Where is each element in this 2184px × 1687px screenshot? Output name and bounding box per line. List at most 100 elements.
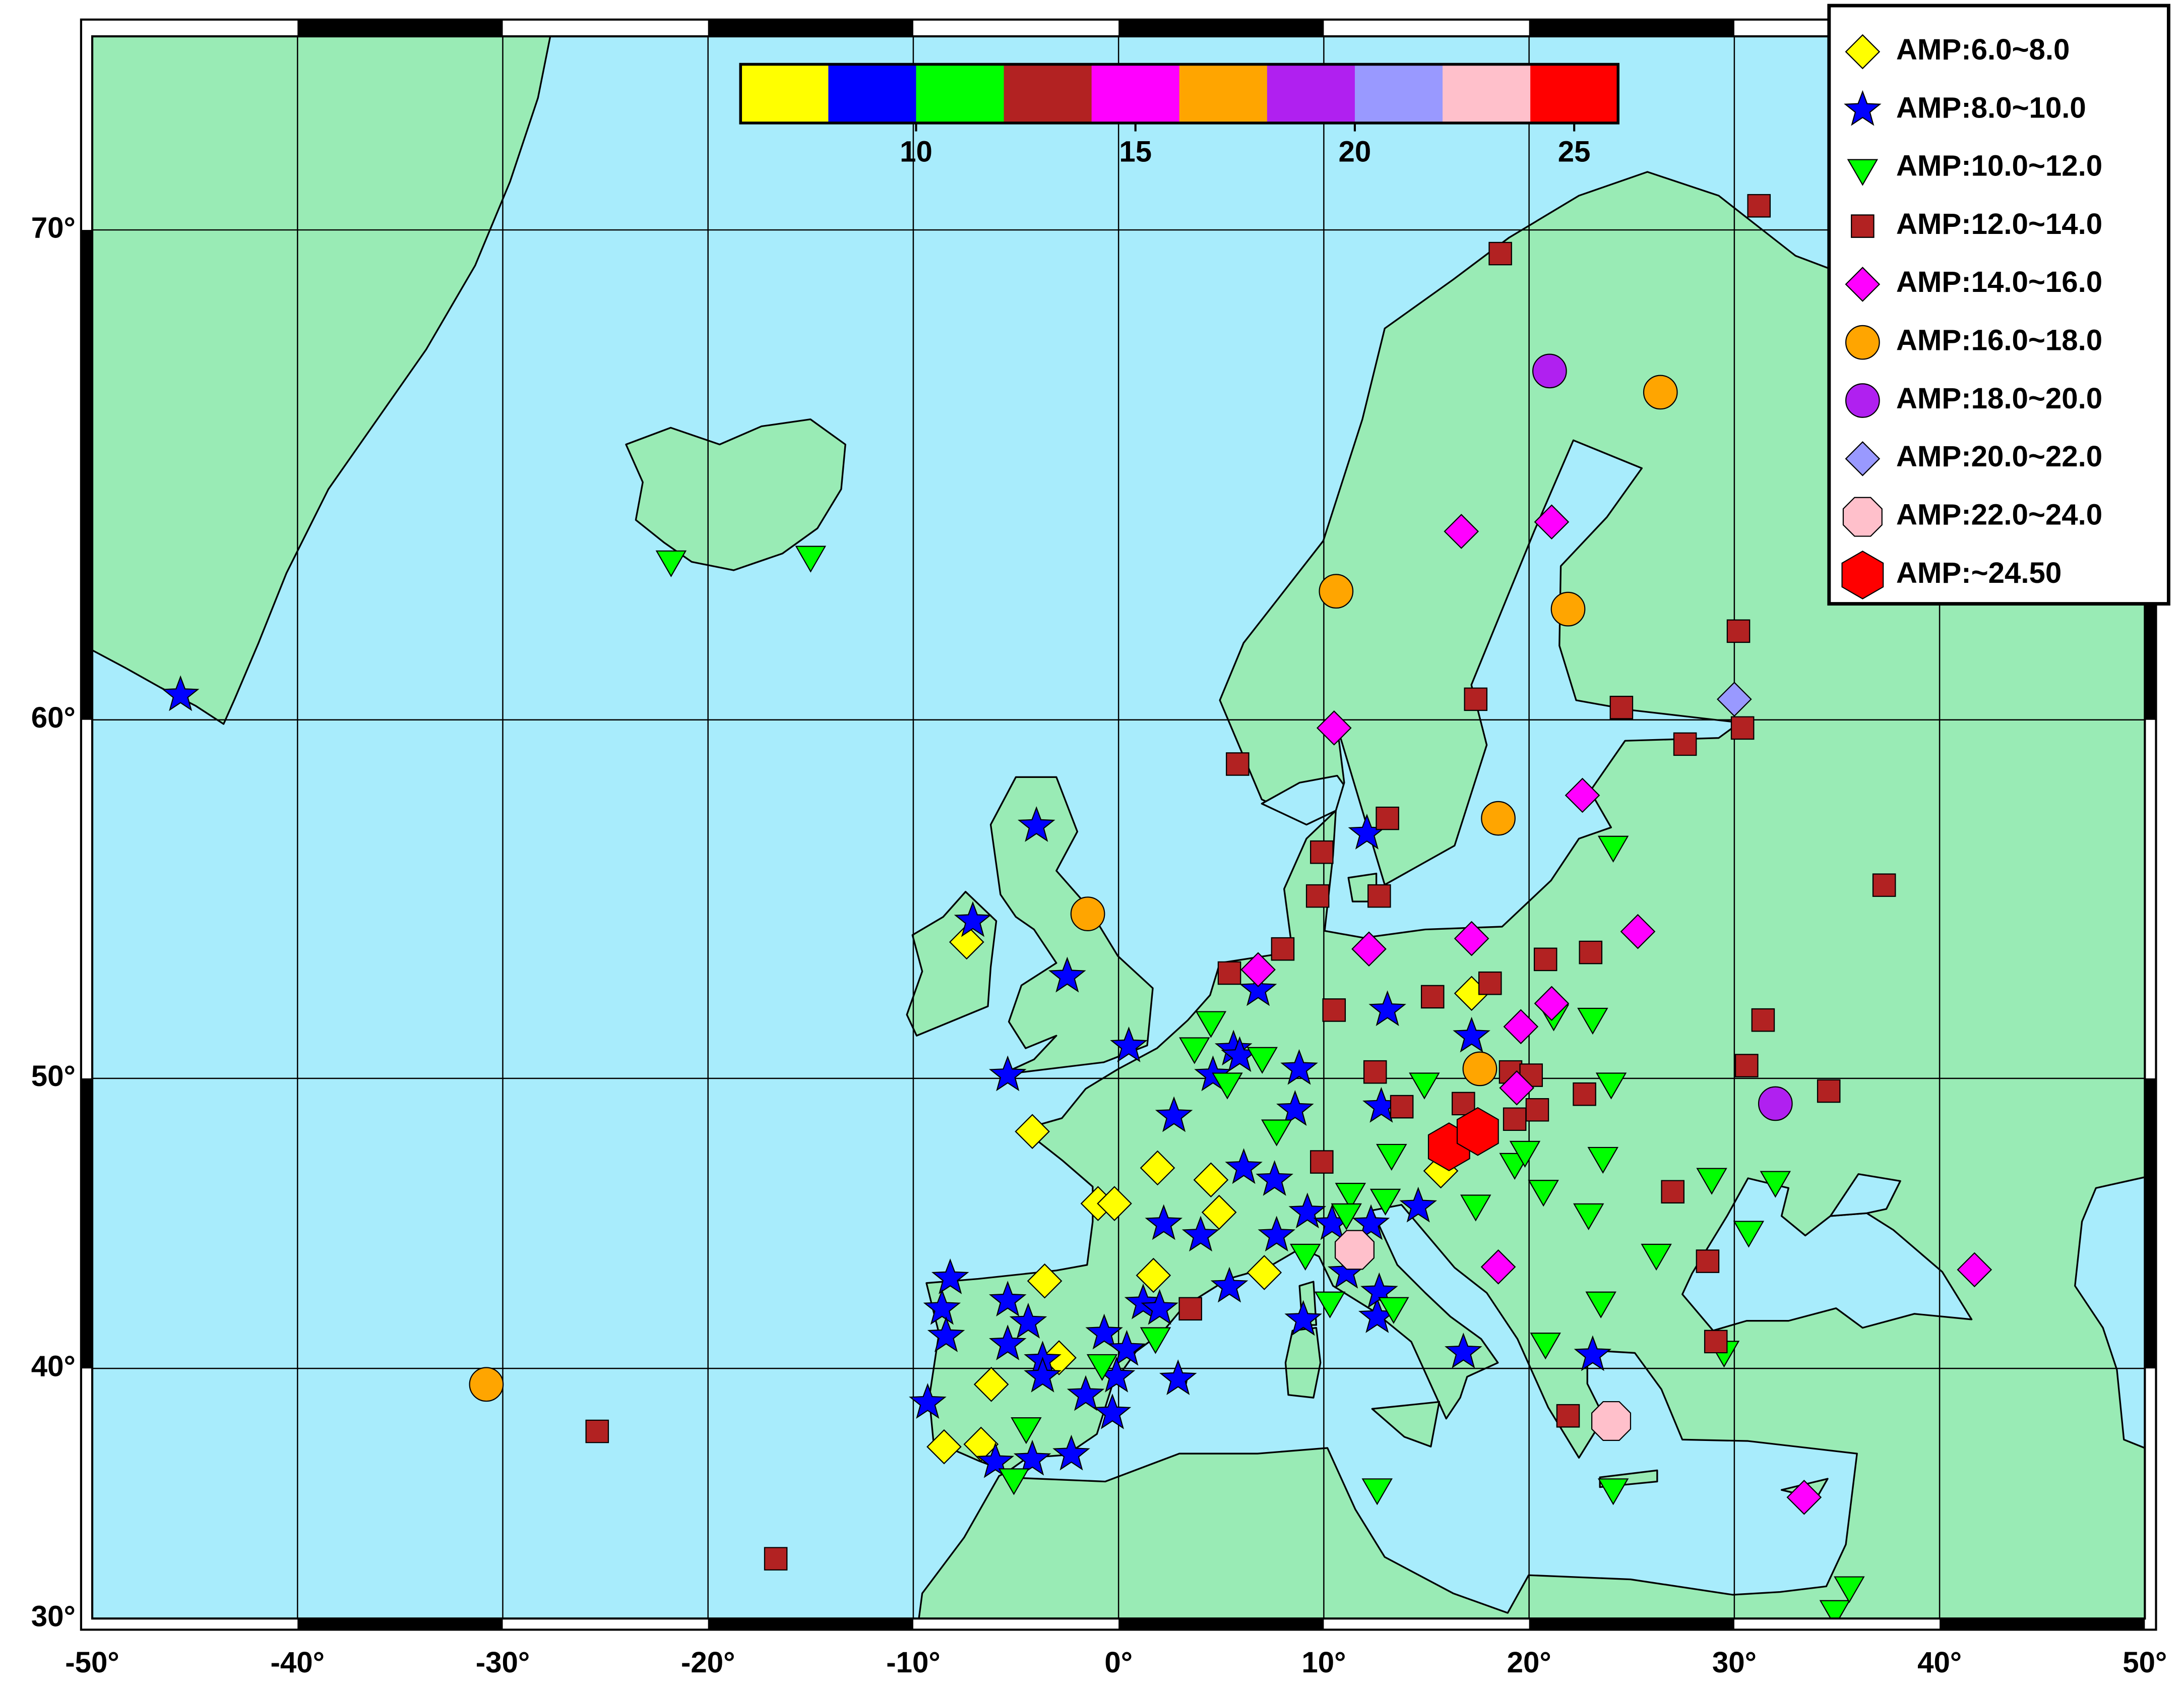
x-tick-label: -30° <box>476 1646 530 1679</box>
station-marker <box>1052 1434 1090 1471</box>
station-marker <box>1027 1263 1063 1299</box>
station-marker <box>1246 1255 1282 1290</box>
station-marker <box>1550 591 1586 627</box>
y-tick-label: 60° <box>31 701 76 734</box>
legend-marker <box>1845 325 1880 360</box>
station-marker <box>1957 1252 1992 1288</box>
station-marker <box>1409 1072 1440 1100</box>
frame-segment <box>1118 19 1324 37</box>
station-marker <box>1097 1186 1132 1221</box>
station-marker <box>1480 1249 1516 1285</box>
station-marker <box>1258 1216 1296 1252</box>
station-marker <box>1140 1150 1175 1186</box>
legend-label: AMP:10.0~12.0 <box>1896 150 2102 183</box>
x-tick-label: -10° <box>886 1646 940 1679</box>
station-marker <box>1351 931 1387 967</box>
colorbar-segment <box>1179 64 1268 123</box>
station-marker <box>1696 1249 1720 1273</box>
great-britain <box>989 776 1154 1076</box>
legend-label: AMP:12.0~14.0 <box>1896 208 2102 240</box>
station-marker <box>1011 1417 1042 1444</box>
station-marker <box>1360 1272 1398 1308</box>
legend-label: AMP:20.0~22.0 <box>1896 440 2102 473</box>
station-marker <box>1717 682 1752 717</box>
station-marker <box>1376 1143 1407 1171</box>
y-tick-label: 50° <box>31 1060 76 1093</box>
station-marker <box>1136 1257 1171 1293</box>
station-marker <box>1240 952 1276 988</box>
station-marker <box>1819 1600 1851 1619</box>
station-marker <box>1261 1119 1292 1147</box>
station-marker <box>1453 1016 1490 1053</box>
station-marker <box>1834 1576 1865 1603</box>
station-marker <box>1565 777 1600 813</box>
station-marker <box>1334 1230 1375 1270</box>
station-marker <box>1013 1439 1051 1476</box>
station-marker <box>926 1429 962 1465</box>
legend-label: AMP:16.0~18.0 <box>1896 324 2102 357</box>
station-marker <box>1159 1359 1197 1395</box>
station-marker <box>927 1316 965 1352</box>
station-marker <box>1246 1047 1278 1074</box>
colorbar-segment <box>828 64 917 123</box>
station-marker <box>1331 1203 1362 1231</box>
frame-segment <box>1118 1618 1324 1630</box>
frame-segment <box>708 19 913 37</box>
station-marker <box>1319 574 1354 609</box>
station-marker <box>1217 961 1241 985</box>
station-marker <box>1730 716 1755 740</box>
station-marker <box>1577 1007 1608 1035</box>
station-marker <box>1271 937 1295 961</box>
station-marker <box>1462 1051 1497 1087</box>
frame-segment <box>1529 1618 1734 1630</box>
station-marker <box>585 1419 609 1443</box>
station-marker <box>1661 1180 1684 1204</box>
stations <box>161 194 1992 1619</box>
station-marker <box>1609 695 1634 719</box>
greenland <box>92 36 551 725</box>
station-marker <box>1179 1037 1210 1064</box>
colorbar-segment <box>1443 64 1531 123</box>
station-marker <box>1556 1404 1580 1428</box>
station-marker <box>469 1367 504 1402</box>
x-tick-label: 30° <box>1712 1646 1757 1679</box>
legend-marker <box>1844 90 1882 126</box>
station-marker <box>1178 1297 1203 1321</box>
sea-of-azov <box>1829 1173 1901 1217</box>
colorbar-segment <box>916 64 1005 123</box>
station-marker <box>1460 1194 1491 1222</box>
station-marker <box>1445 1333 1482 1369</box>
station-marker <box>1093 1393 1132 1429</box>
legend-label: AMP:~24.50 <box>1896 557 2062 589</box>
station-marker <box>1145 1204 1183 1240</box>
station-marker <box>1225 1148 1263 1184</box>
station-marker <box>1335 1182 1366 1210</box>
station-marker <box>1444 514 1479 549</box>
station-marker <box>1532 353 1567 389</box>
x-tick-label: -40° <box>271 1646 325 1679</box>
station-marker <box>923 1289 961 1325</box>
frame-segment <box>708 1618 913 1630</box>
colorbar-frame <box>739 63 1619 125</box>
station-marker <box>1195 1011 1227 1038</box>
legend-label: AMP:8.0~10.0 <box>1896 91 2086 124</box>
colorbar-segment <box>1267 64 1355 123</box>
station-marker <box>1591 1401 1632 1441</box>
station-marker <box>1478 971 1502 995</box>
station-marker <box>1595 1072 1627 1100</box>
station-marker <box>1573 1082 1596 1106</box>
station-marker <box>1503 1009 1539 1045</box>
station-marker <box>1509 1140 1541 1168</box>
frame-segment <box>297 1618 503 1630</box>
station-marker <box>1363 1060 1387 1084</box>
station-marker <box>1361 1478 1393 1505</box>
station-marker <box>954 901 992 937</box>
station-marker <box>1086 1354 1118 1381</box>
station-marker <box>1140 1327 1171 1354</box>
x-tick-label: 20° <box>1507 1646 1551 1679</box>
station-marker <box>1085 1313 1123 1350</box>
station-marker <box>1587 1147 1618 1174</box>
station-marker <box>988 1281 1027 1317</box>
